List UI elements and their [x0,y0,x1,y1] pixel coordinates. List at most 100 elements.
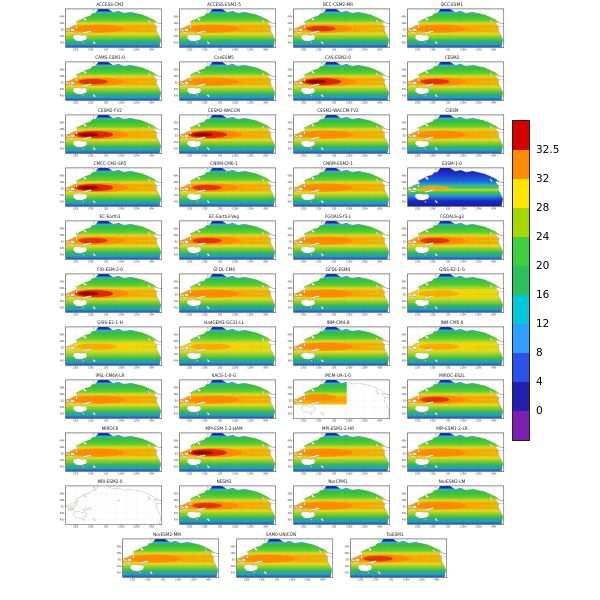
lat-tick-label: EQ [403,294,406,297]
lon-tick-label: 120W [133,526,140,529]
lon-tick-label: 180 [218,420,223,423]
lat-tick-label: 40S [288,306,293,309]
lon-tick-label: 120E [415,314,421,317]
lon-tick-label: 180 [104,526,109,529]
lat-tick-label: 20S [231,565,236,568]
lon-tick-label: 120W [361,261,368,264]
sst-map: 120E 150E 180 150W 120W 90W 40N 20N EQ 20S 40S [59,220,163,264]
sst-map: 120E 150E 180 150W 120W 90W 40N 20N EQ 20S 40S [173,485,277,529]
lat-tick-label: EQ [175,241,178,244]
lat-tick-label: 40S [174,518,179,521]
colorbar-segment [513,237,529,266]
panel-title: MPI-ESM-1-2-HAM [205,426,243,431]
lon-tick-label: 180 [104,102,109,105]
lon-tick-label: 90W [263,208,269,211]
panel-title: INM-CM4-8 [326,320,350,325]
lon-tick-label: 90W [149,208,155,211]
model-panel: CanESM5 120E 150E 180 150W 120W 90W 40N 20N EQ 20S… [170,55,278,105]
lat-tick-label: EQ [403,347,406,350]
lat-tick-label: EQ [289,347,292,350]
lat-tick-label: 20N [173,446,178,449]
model-panel: FGOALS-g3 120E 150E 180 150W 120W 90W 40N 20N EQ 2… [398,214,506,264]
lat-tick-label: 20S [174,35,179,38]
lat-tick-label: 40S [60,518,65,521]
sst-map: 120E 150E 180 150W 120W 90W 40N 20N EQ 20S 40S [287,326,391,370]
lon-tick-label: 150W [118,314,125,317]
lat-tick-label: 20N [59,22,64,25]
lat-tick-label: 20N [287,499,292,502]
sst-map: 120E 150E 180 150W 120W 90W 40N 20N EQ 20S 40S [287,167,391,211]
lat-tick-label: 20S [60,141,65,144]
colorbar-segment [513,324,529,353]
lat-tick-label: 20S [288,247,293,250]
sst-map: 120E 150E 180 150W 120W 90W 40N 20N EQ 20S 40S [59,273,163,317]
lon-tick-label: 150E [88,420,94,423]
model-panel: INM-CM4-8 120E 150E 180 150W 120W 90W 40N 20N EQ 2… [284,320,392,370]
lon-tick-label: 150E [316,49,322,52]
lon-tick-label: 150E [430,367,436,370]
lon-tick-label: 180 [446,367,451,370]
colorbar-tick-label: 32.5 [536,144,560,156]
lon-tick-label: 120E [301,526,307,529]
lon-tick-label: 120W [475,314,482,317]
model-panel: ACCESS-ESM1-5 120E 150E 180 150W 120W 90W 40N 20… [170,2,278,52]
model-panel: CESM2-WACCM 120E 150E 180 150W 120W 90W 40N 20N E… [170,108,278,158]
model-panel: TaiESM1 120E 150E 180 150W 120W 90W 40N 20N EQ 20S… [341,532,449,582]
model-panel: CESM2-WACCM-FV2 120E 150E 180 150W 120W 90W 40N… [284,108,392,158]
lon-tick-label: 150E [88,49,94,52]
lat-tick-label: 20S [60,247,65,250]
lon-tick-label: 150E [316,367,322,370]
panel-title: MPI-ESM1-2-HR [321,426,355,431]
lat-tick-label: EQ [175,82,178,85]
lon-tick-label: 150E [88,208,94,211]
lat-tick-label: 40N [173,175,178,178]
lat-tick-label: 40S [174,306,179,309]
panel-title: MRI-ESM2-0 [97,479,123,484]
lat-tick-label: EQ [346,559,349,562]
lon-tick-label: 150E [316,420,322,423]
panel-title: HadGEM3-GC31-LL [204,320,244,325]
lat-tick-label: 40N [173,122,178,125]
lat-tick-label: 20S [402,406,407,409]
lat-tick-label: 20S [402,300,407,303]
panel-title: CNRM-CM6-1 [210,161,238,166]
sst-map: 120E 150E 180 150W 120W 90W 40N 20N EQ 20S 40S [59,326,163,370]
sst-map: 120E 150E 180 150W 120W 90W 40N 20N EQ 20S 40S [59,167,163,211]
lat-tick-label: 40S [345,571,350,574]
lon-tick-label: 90W [491,367,497,370]
colorbar-segment [513,382,529,411]
lat-tick-label: 40N [173,69,178,72]
lon-tick-label: 180 [218,261,223,264]
lon-tick-label: 90W [434,579,440,582]
lat-tick-label: EQ [289,135,292,138]
lon-tick-label: 90W [263,102,269,105]
lon-tick-label: 120E [301,420,307,423]
lat-tick-label: 40S [231,571,236,574]
lon-tick-label: 90W [377,261,383,264]
sst-map: 120E 150E 180 150W 120W 90W 40N 20N EQ 20S 40S [401,485,505,529]
lon-tick-label: 120W [247,102,254,105]
sst-map: 120E 150E 180 150W 120W 90W 40N 20N EQ 20S 40S [59,8,163,52]
panel-title: MIROC6 [101,426,119,431]
lon-tick-label: 180 [446,473,451,476]
sst-map: 120E 150E 180 150W 120W 90W 40N 20N EQ 20S 40S [59,61,163,105]
model-panel: KACE-1-0-G 120E 150E 180 150W 120W 90W 40N 20N EQ… [170,373,278,423]
lat-tick-label: 40N [173,493,178,496]
lat-tick-label: 20N [173,287,178,290]
lat-tick-label: 40S [288,94,293,97]
lon-tick-label: 120E [415,526,421,529]
lon-tick-label: 150E [202,367,208,370]
lon-tick-label: 120W [247,473,254,476]
lat-tick-label: 40N [401,122,406,125]
lat-tick-label: 40S [402,518,407,521]
model-panel: GFDL-ESM4 120E 150E 180 150W 120W 90W 40N 20N EQ 2… [284,267,392,317]
sst-map: 120E 150E 180 150W 120W 90W 40N 20N EQ 20S 40S [59,114,163,158]
lon-tick-label: 180 [218,367,223,370]
lon-tick-label: 150E [316,314,322,317]
model-panel: MIROC-ES2L 120E 150E 180 150W 120W 90W 40N 20N EQ… [398,373,506,423]
lon-tick-label: 90W [263,420,269,423]
lon-tick-label: 150W [346,420,353,423]
lon-tick-label: 120E [130,579,136,582]
lat-tick-label: EQ [403,506,406,509]
lat-tick-label: 20N [173,340,178,343]
